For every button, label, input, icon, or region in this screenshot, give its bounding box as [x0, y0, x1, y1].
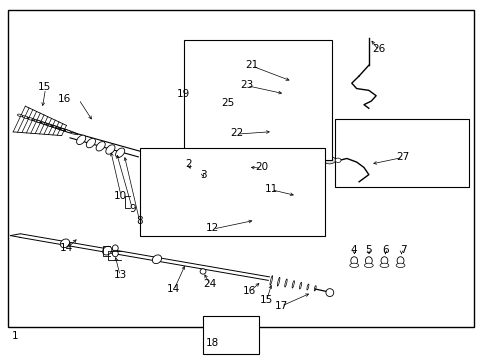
Ellipse shape: [242, 165, 251, 170]
Bar: [203, 316, 259, 354]
Ellipse shape: [298, 95, 311, 103]
Ellipse shape: [380, 257, 387, 265]
Ellipse shape: [324, 157, 335, 164]
Text: 8: 8: [136, 216, 142, 226]
Text: 7: 7: [399, 245, 406, 255]
Ellipse shape: [310, 126, 323, 133]
Ellipse shape: [314, 285, 316, 291]
Text: 14: 14: [60, 243, 73, 253]
Text: 18: 18: [206, 338, 219, 348]
Ellipse shape: [325, 289, 333, 297]
Ellipse shape: [219, 198, 235, 219]
Ellipse shape: [302, 105, 315, 113]
Ellipse shape: [379, 263, 388, 267]
Text: 6: 6: [382, 245, 388, 255]
Ellipse shape: [334, 158, 340, 162]
Ellipse shape: [270, 127, 281, 132]
Ellipse shape: [77, 135, 85, 145]
Ellipse shape: [187, 168, 194, 174]
Text: 1: 1: [12, 331, 19, 341]
Ellipse shape: [319, 147, 331, 154]
Ellipse shape: [207, 197, 223, 217]
Ellipse shape: [277, 277, 279, 286]
Ellipse shape: [217, 342, 227, 349]
Bar: [183, 40, 331, 160]
Ellipse shape: [350, 257, 357, 265]
Text: 22: 22: [230, 129, 244, 138]
Ellipse shape: [395, 263, 404, 267]
Ellipse shape: [195, 195, 211, 216]
Ellipse shape: [306, 284, 308, 290]
Text: 26: 26: [371, 44, 385, 54]
Text: 27: 27: [396, 152, 409, 162]
Text: 4: 4: [350, 245, 357, 255]
Bar: [8, 10, 473, 327]
Text: 19: 19: [177, 89, 190, 99]
Text: 24: 24: [203, 279, 217, 289]
Ellipse shape: [269, 276, 272, 285]
Ellipse shape: [112, 245, 118, 251]
Ellipse shape: [274, 132, 283, 136]
Ellipse shape: [146, 186, 162, 207]
Ellipse shape: [299, 282, 301, 289]
Ellipse shape: [200, 269, 205, 274]
Ellipse shape: [396, 257, 403, 265]
Text: 16: 16: [58, 94, 71, 104]
Text: 11: 11: [264, 184, 277, 194]
Ellipse shape: [306, 116, 319, 123]
Text: 13: 13: [113, 270, 126, 280]
Ellipse shape: [315, 136, 327, 143]
Ellipse shape: [292, 193, 298, 197]
Text: 10: 10: [113, 191, 126, 201]
Ellipse shape: [262, 217, 270, 225]
Ellipse shape: [247, 214, 260, 225]
Ellipse shape: [183, 193, 199, 213]
Ellipse shape: [231, 200, 247, 221]
Text: 25: 25: [221, 98, 234, 108]
Ellipse shape: [291, 281, 294, 288]
Ellipse shape: [222, 332, 229, 340]
Ellipse shape: [293, 85, 307, 92]
Text: 15: 15: [38, 82, 51, 92]
Ellipse shape: [170, 190, 186, 211]
Ellipse shape: [284, 279, 286, 287]
Text: 12: 12: [206, 224, 219, 233]
Ellipse shape: [115, 148, 124, 157]
Ellipse shape: [365, 257, 371, 265]
Bar: [140, 148, 325, 235]
Bar: [334, 119, 468, 187]
Text: 5: 5: [365, 245, 371, 255]
Text: 2: 2: [185, 159, 191, 169]
Text: 15: 15: [259, 295, 272, 305]
Ellipse shape: [105, 145, 115, 154]
Text: 9: 9: [129, 204, 135, 214]
Ellipse shape: [349, 263, 358, 267]
Text: 17: 17: [274, 301, 287, 311]
Ellipse shape: [152, 255, 161, 264]
Bar: [144, 169, 320, 226]
Ellipse shape: [200, 174, 206, 179]
Text: 16: 16: [242, 286, 256, 296]
Ellipse shape: [102, 246, 112, 255]
Ellipse shape: [60, 239, 69, 248]
Ellipse shape: [86, 138, 95, 148]
Ellipse shape: [112, 250, 118, 257]
Ellipse shape: [96, 141, 105, 151]
Ellipse shape: [158, 188, 174, 209]
Ellipse shape: [244, 202, 259, 223]
Text: 21: 21: [244, 60, 258, 70]
Text: 14: 14: [167, 284, 180, 294]
Ellipse shape: [364, 263, 372, 267]
Text: 3: 3: [199, 170, 206, 180]
Text: 23: 23: [240, 80, 253, 90]
Text: 20: 20: [254, 162, 267, 172]
